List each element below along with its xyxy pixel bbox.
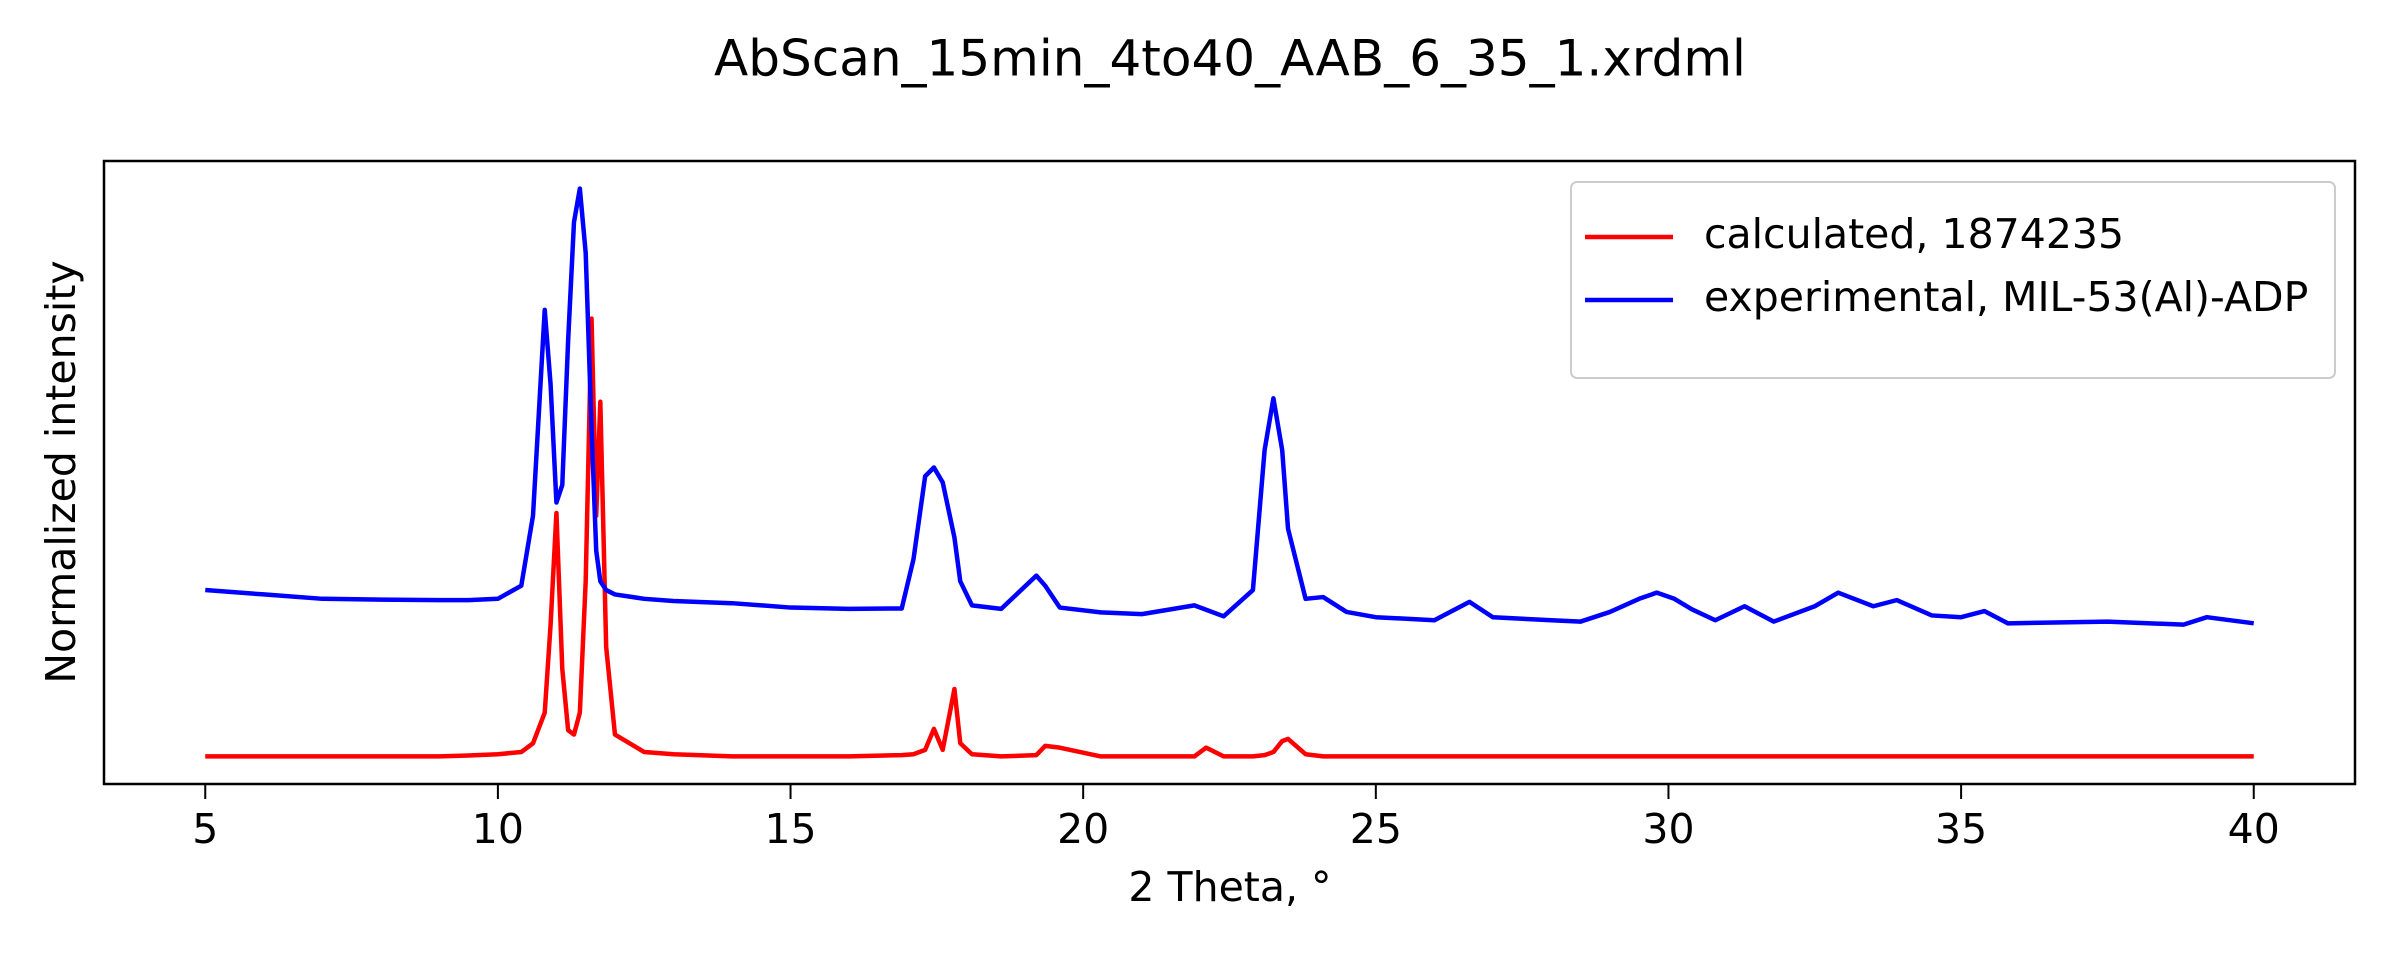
legend-label: calculated, 1874235 — [1704, 210, 2124, 258]
x-tick-label: 20 — [1057, 805, 1109, 853]
x-tick-label: 25 — [1350, 805, 1402, 853]
x-tick-label: 5 — [192, 805, 218, 853]
data-line — [205, 316, 2254, 759]
x-tick-label: 15 — [764, 805, 816, 853]
chart-title: AbScan_15min_4to40_AAB_6_35_1.xrdml — [714, 30, 1746, 88]
x-tick-label: 10 — [472, 805, 524, 853]
plot-frame — [102, 159, 2357, 786]
x-axis-label: 2 Theta, ° — [1128, 863, 1331, 911]
legend-box — [1570, 181, 2336, 379]
y-axis-label: Normalized intensity — [37, 260, 85, 683]
x-tick-label: 40 — [2228, 805, 2280, 853]
legend-label: experimental, MIL-53(Al)-ADP — [1704, 273, 2308, 321]
x-tick-label: 30 — [1642, 805, 1694, 853]
data-line — [205, 186, 2255, 627]
x-tick-label: 35 — [1935, 805, 1987, 853]
